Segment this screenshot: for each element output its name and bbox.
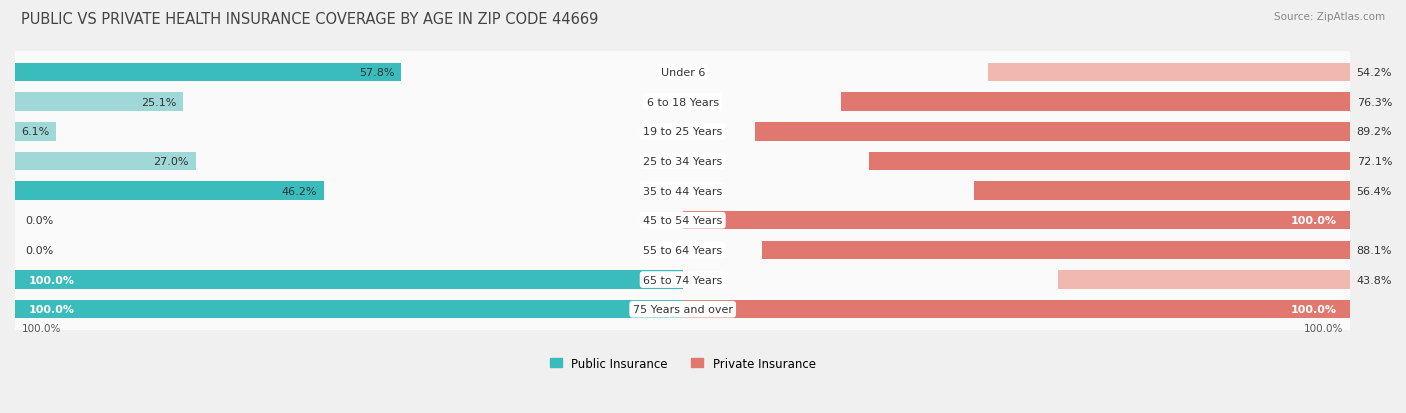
Text: 54.2%: 54.2% [1357, 68, 1392, 78]
Text: 25 to 34 Years: 25 to 34 Years [643, 157, 723, 166]
Text: 57.8%: 57.8% [359, 68, 395, 78]
Text: 35 to 44 Years: 35 to 44 Years [643, 186, 723, 196]
Text: 56.4%: 56.4% [1357, 186, 1392, 196]
Text: 100.0%: 100.0% [28, 275, 75, 285]
FancyBboxPatch shape [13, 161, 1353, 221]
Bar [683, 300, 1350, 318]
FancyBboxPatch shape [13, 73, 1353, 132]
Text: 100.0%: 100.0% [28, 304, 75, 314]
Bar [988, 64, 1350, 82]
Text: 19 to 25 Years: 19 to 25 Years [643, 127, 723, 137]
Text: 0.0%: 0.0% [25, 245, 53, 255]
Text: 89.2%: 89.2% [1357, 127, 1392, 137]
FancyBboxPatch shape [13, 102, 1353, 161]
Bar [869, 152, 1350, 171]
FancyBboxPatch shape [13, 250, 1353, 309]
Bar [15, 152, 195, 171]
Text: 100.0%: 100.0% [1303, 324, 1343, 334]
Text: 88.1%: 88.1% [1357, 245, 1392, 255]
Bar [15, 271, 683, 289]
Text: 75 Years and over: 75 Years and over [633, 304, 733, 314]
Text: 45 to 54 Years: 45 to 54 Years [643, 216, 723, 226]
Text: 6.1%: 6.1% [21, 127, 49, 137]
Bar [841, 93, 1350, 112]
FancyBboxPatch shape [13, 280, 1353, 339]
Text: Source: ZipAtlas.com: Source: ZipAtlas.com [1274, 12, 1385, 22]
Bar [973, 182, 1350, 200]
Text: Under 6: Under 6 [661, 68, 704, 78]
Text: 0.0%: 0.0% [25, 216, 53, 226]
Text: 55 to 64 Years: 55 to 64 Years [643, 245, 723, 255]
Text: 76.3%: 76.3% [1357, 97, 1392, 107]
Legend: Public Insurance, Private Insurance: Public Insurance, Private Insurance [546, 352, 820, 374]
Text: 65 to 74 Years: 65 to 74 Years [643, 275, 723, 285]
Text: PUBLIC VS PRIVATE HEALTH INSURANCE COVERAGE BY AGE IN ZIP CODE 44669: PUBLIC VS PRIVATE HEALTH INSURANCE COVER… [21, 12, 599, 27]
Bar [15, 123, 56, 141]
Text: 43.8%: 43.8% [1357, 275, 1392, 285]
Text: 27.0%: 27.0% [153, 157, 188, 166]
Text: 100.0%: 100.0% [22, 324, 62, 334]
Text: 72.1%: 72.1% [1357, 157, 1392, 166]
FancyBboxPatch shape [13, 191, 1353, 250]
Bar [1057, 271, 1350, 289]
FancyBboxPatch shape [13, 221, 1353, 280]
Bar [683, 211, 1350, 230]
Bar [755, 123, 1350, 141]
Text: 6 to 18 Years: 6 to 18 Years [647, 97, 718, 107]
Bar [15, 64, 401, 82]
Bar [15, 182, 323, 200]
Bar [15, 93, 183, 112]
Text: 100.0%: 100.0% [1291, 304, 1337, 314]
FancyBboxPatch shape [13, 43, 1353, 102]
Text: 25.1%: 25.1% [141, 97, 176, 107]
FancyBboxPatch shape [13, 132, 1353, 191]
Text: 100.0%: 100.0% [1291, 216, 1337, 226]
Bar [762, 241, 1350, 259]
Bar [15, 300, 683, 318]
Text: 46.2%: 46.2% [281, 186, 316, 196]
